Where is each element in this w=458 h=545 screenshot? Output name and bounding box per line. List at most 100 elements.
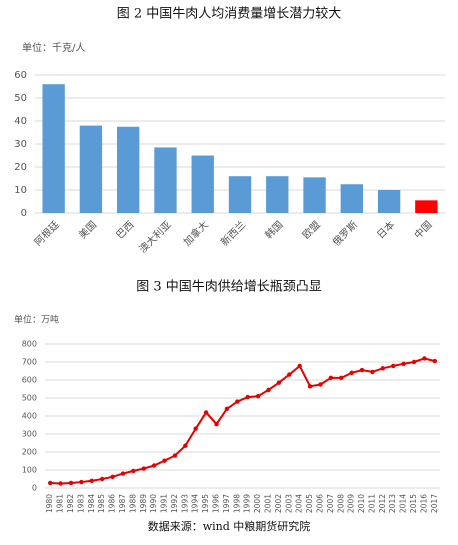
y-tick-label: 50 (14, 93, 27, 104)
source: 数据来源：wind 中粮期货研究院 (148, 519, 311, 533)
x-tick-label: 1988 (128, 494, 137, 513)
y-tick-label: 100 (22, 466, 37, 475)
x-tick-label: 1987 (118, 494, 127, 513)
x-tick-label: 2015 (409, 494, 418, 513)
point (411, 359, 417, 365)
point (172, 453, 178, 458)
x-tick-label: 1994 (191, 494, 200, 513)
x-tick-label: 2005 (305, 494, 314, 513)
unit-label: 单位：万吨 (14, 314, 59, 326)
x-tick-label: 1996 (212, 494, 221, 513)
bar (79, 125, 103, 213)
x-tick-label: 2017 (430, 494, 439, 513)
x-tick-label: 2003 (284, 494, 293, 513)
point (99, 476, 105, 482)
x-tick-label: 2009 (347, 494, 356, 513)
point (276, 380, 282, 385)
bar (377, 190, 401, 213)
x-tick-label: 韩国 (262, 218, 285, 241)
bar (117, 126, 140, 213)
x-tick-label: 1991 (160, 494, 169, 513)
x-tick-label: 2016 (419, 494, 428, 513)
y-tick-label: 200 (22, 448, 37, 457)
x-tick-label: 中国 (411, 218, 434, 241)
x-tick-label: 1995 (201, 494, 210, 513)
point (245, 394, 250, 400)
point (224, 406, 230, 411)
point (120, 471, 126, 476)
y-tick-label: 500 (22, 394, 37, 403)
point (141, 466, 146, 471)
point (235, 399, 240, 404)
x-tick-label: 1982 (66, 494, 75, 513)
point (110, 474, 115, 480)
x-tick-label: 2010 (357, 494, 366, 513)
chart-title: 图 2 中国牛肉人均消费量增长潜力较大 (117, 7, 342, 22)
y-tick-label: 0 (21, 208, 27, 219)
x-tick-label: 1980 (45, 494, 54, 513)
x-tick-label: 1997 (222, 494, 231, 513)
bar (191, 155, 214, 213)
chart-title: 图 3 中国牛肉供给增长瓶颈凸显 (136, 280, 322, 295)
y-tick-label: 800 (22, 340, 37, 349)
bar (228, 176, 252, 213)
x-tick-label: 2006 (315, 494, 324, 513)
point (318, 382, 323, 387)
x-tick-label: 2001 (263, 494, 272, 513)
point (214, 421, 219, 427)
x-tick-label: 日本 (374, 218, 397, 241)
x-tick-label: 澳大利亚 (136, 218, 173, 255)
x-tick-label: 1981 (56, 494, 65, 513)
y-tick-label: 700 (22, 358, 37, 367)
x-tick-label: 2000 (253, 494, 262, 513)
x-tick-label: 1983 (76, 494, 85, 513)
x-tick-label: 2011 (367, 494, 376, 513)
point (183, 443, 188, 448)
y-tick-label: 0 (32, 484, 37, 493)
x-tick-label: 美国 (76, 218, 99, 241)
bar (154, 147, 177, 213)
x-tick-label: 2004 (295, 494, 304, 513)
point (68, 480, 74, 486)
point (266, 387, 271, 393)
point (131, 468, 136, 474)
x-tick-label: 1990 (149, 494, 158, 513)
point (307, 384, 313, 389)
point (359, 367, 365, 373)
bar (415, 200, 438, 213)
x-tick-label: 2014 (399, 494, 408, 513)
x-tick-label: 1985 (97, 494, 106, 513)
y-tick-label: 10 (14, 185, 27, 196)
point (255, 394, 261, 399)
unit-label: 单位：千克/人 (22, 41, 85, 54)
point (401, 361, 406, 366)
point (151, 463, 157, 468)
x-tick-label: 1998 (232, 494, 241, 513)
point (432, 358, 438, 364)
x-tick-label: 俄罗斯 (330, 218, 360, 248)
x-tick-label: 2007 (326, 494, 335, 513)
bar (266, 176, 289, 213)
x-tick-label: 加拿大 (181, 218, 211, 248)
bar (42, 84, 65, 213)
y-tick-label: 300 (22, 430, 37, 439)
point (349, 370, 354, 375)
point (339, 375, 344, 381)
point (391, 363, 396, 369)
point (193, 426, 198, 431)
point (58, 481, 63, 486)
x-tick-label: 1989 (139, 494, 148, 513)
point (203, 410, 209, 415)
x-tick-label: 1993 (180, 494, 189, 513)
x-tick-label: 1986 (108, 494, 117, 513)
x-tick-label: 2012 (378, 494, 387, 513)
x-tick-label: 欧盟 (300, 219, 323, 242)
x-tick-label: 1984 (87, 494, 96, 513)
y-tick-label: 30 (14, 139, 27, 150)
x-tick-label: 1999 (243, 494, 252, 513)
bar (303, 177, 326, 213)
y-tick-label: 600 (22, 376, 37, 385)
point (297, 363, 302, 369)
point (328, 375, 334, 381)
